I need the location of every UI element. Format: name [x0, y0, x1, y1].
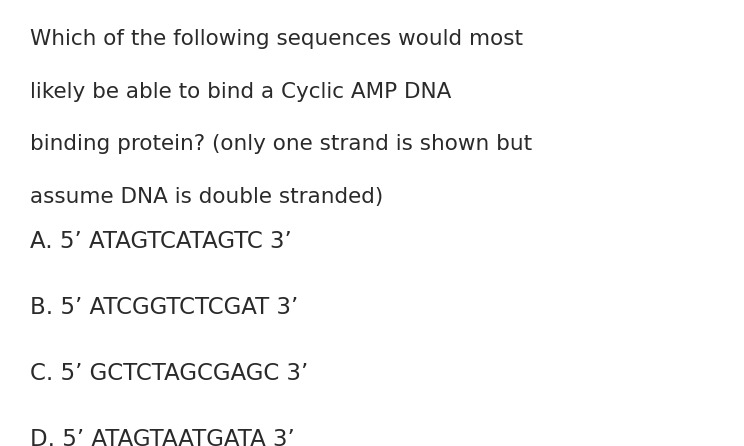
Text: C. 5’ GCTCTAGCGAGC 3’: C. 5’ GCTCTAGCGAGC 3’ [30, 362, 308, 385]
Text: B. 5’ ATCGGTCTCGAT 3’: B. 5’ ATCGGTCTCGAT 3’ [30, 296, 298, 319]
Text: likely be able to bind a Cyclic AMP DNA: likely be able to bind a Cyclic AMP DNA [30, 82, 451, 102]
Text: A. 5’ ATAGTCATAGTC 3’: A. 5’ ATAGTCATAGTC 3’ [30, 230, 292, 253]
Text: binding protein? (only one strand is shown but: binding protein? (only one strand is sho… [30, 134, 532, 154]
Text: D. 5’ ATAGTAATGATA 3’: D. 5’ ATAGTAATGATA 3’ [30, 428, 295, 446]
Text: Which of the following sequences would most: Which of the following sequences would m… [30, 29, 523, 49]
Text: assume DNA is double stranded): assume DNA is double stranded) [30, 187, 383, 207]
